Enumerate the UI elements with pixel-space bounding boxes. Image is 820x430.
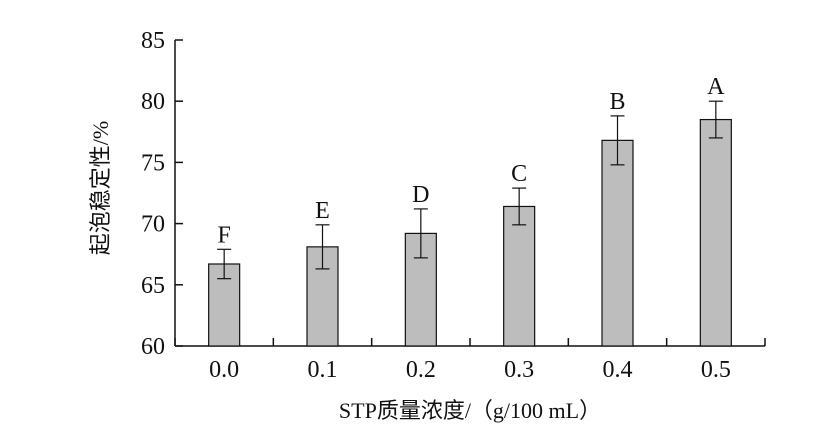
x-tick-label: 0.5 bbox=[701, 357, 731, 383]
y-tick-label: 75 bbox=[141, 150, 165, 176]
bar bbox=[601, 139, 634, 347]
significance-labels: F E D C B A bbox=[217, 74, 725, 248]
y-tick-label: 65 bbox=[141, 273, 165, 299]
x-tick-label: 0.3 bbox=[504, 357, 534, 383]
y-axis-title: 起泡稳定性/% bbox=[88, 121, 113, 255]
significance-letter: E bbox=[315, 198, 330, 224]
x-tick-label: 0.0 bbox=[209, 357, 239, 383]
significance-letter: B bbox=[609, 89, 625, 115]
x-axis-title: STP质量浓度/（g/100 mL） bbox=[339, 398, 601, 423]
error-bar bbox=[610, 115, 625, 166]
bars bbox=[208, 118, 732, 347]
error-bars bbox=[217, 100, 723, 280]
error-bar bbox=[413, 208, 428, 259]
error-bar bbox=[315, 224, 330, 270]
error-bar bbox=[708, 100, 723, 139]
error-bar bbox=[512, 187, 527, 226]
y-tick-label: 85 bbox=[141, 28, 165, 54]
x-tick-label: 0.4 bbox=[603, 357, 633, 383]
y-tick-label: 60 bbox=[141, 334, 165, 360]
error-bar bbox=[217, 248, 232, 280]
x-axis: 0.0 0.1 0.2 0.3 0.4 0.5 bbox=[174, 338, 766, 383]
significance-letter: F bbox=[217, 222, 230, 248]
x-tick-label: 0.2 bbox=[406, 357, 436, 383]
y-tick-label: 70 bbox=[141, 212, 165, 238]
x-tick-label: 0.1 bbox=[308, 357, 338, 383]
significance-letter: A bbox=[707, 74, 725, 100]
bar bbox=[503, 205, 536, 347]
y-tick-label: 80 bbox=[141, 89, 165, 115]
significance-letter: D bbox=[412, 182, 429, 208]
significance-letter: C bbox=[511, 161, 527, 187]
y-axis: 60 65 70 75 80 85 bbox=[141, 28, 183, 360]
bar bbox=[699, 118, 732, 347]
